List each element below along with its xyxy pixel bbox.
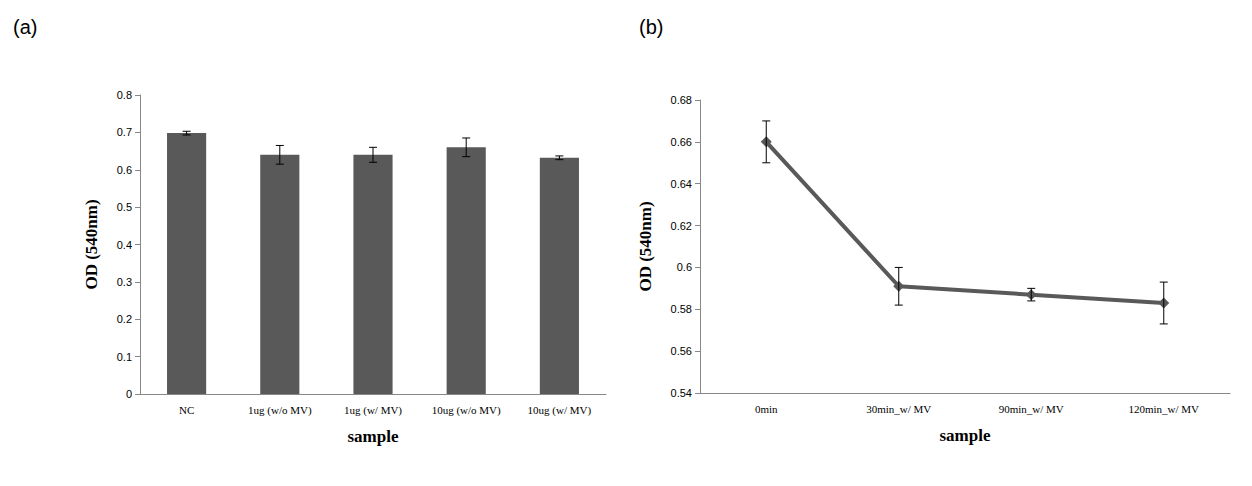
svg-text:NC: NC <box>179 404 194 416</box>
svg-text:0.2: 0.2 <box>117 313 132 325</box>
svg-text:10ug (w/ MV): 10ug (w/ MV) <box>528 404 592 417</box>
svg-text:0min: 0min <box>755 403 778 415</box>
svg-text:0.68: 0.68 <box>671 94 692 106</box>
svg-text:0.5: 0.5 <box>117 201 132 213</box>
svg-text:(a): (a) <box>13 16 37 38</box>
svg-text:sample: sample <box>940 426 991 445</box>
svg-text:0.1: 0.1 <box>117 351 132 363</box>
svg-text:1ug (w/o MV): 1ug (w/o MV) <box>248 404 312 417</box>
svg-text:OD (540nm): OD (540nm) <box>636 201 655 291</box>
svg-text:sample: sample <box>348 427 399 446</box>
svg-text:OD (540nm): OD (540nm) <box>82 199 101 289</box>
svg-text:0.58: 0.58 <box>671 303 692 315</box>
svg-text:0.54: 0.54 <box>671 387 692 399</box>
svg-text:0.56: 0.56 <box>671 345 692 357</box>
svg-text:10ug (w/o MV): 10ug (w/o MV) <box>432 404 501 417</box>
svg-text:0.4: 0.4 <box>117 239 132 251</box>
svg-text:0.8: 0.8 <box>117 89 132 101</box>
svg-text:0.66: 0.66 <box>671 136 692 148</box>
svg-text:0.64: 0.64 <box>671 178 692 190</box>
svg-text:120min_w/ MV: 120min_w/ MV <box>1128 403 1199 415</box>
svg-text:(b): (b) <box>639 16 663 38</box>
svg-text:0.6: 0.6 <box>117 164 132 176</box>
svg-text:0.3: 0.3 <box>117 276 132 288</box>
svg-text:90min_w/ MV: 90min_w/ MV <box>999 403 1064 415</box>
svg-text:30min_w/ MV: 30min_w/ MV <box>866 403 931 415</box>
svg-text:0.6: 0.6 <box>677 261 692 273</box>
svg-text:0.62: 0.62 <box>671 220 692 232</box>
svg-text:0.7: 0.7 <box>117 126 132 138</box>
svg-text:1ug (w/ MV): 1ug (w/ MV) <box>344 404 402 417</box>
svg-text:0: 0 <box>126 388 132 400</box>
